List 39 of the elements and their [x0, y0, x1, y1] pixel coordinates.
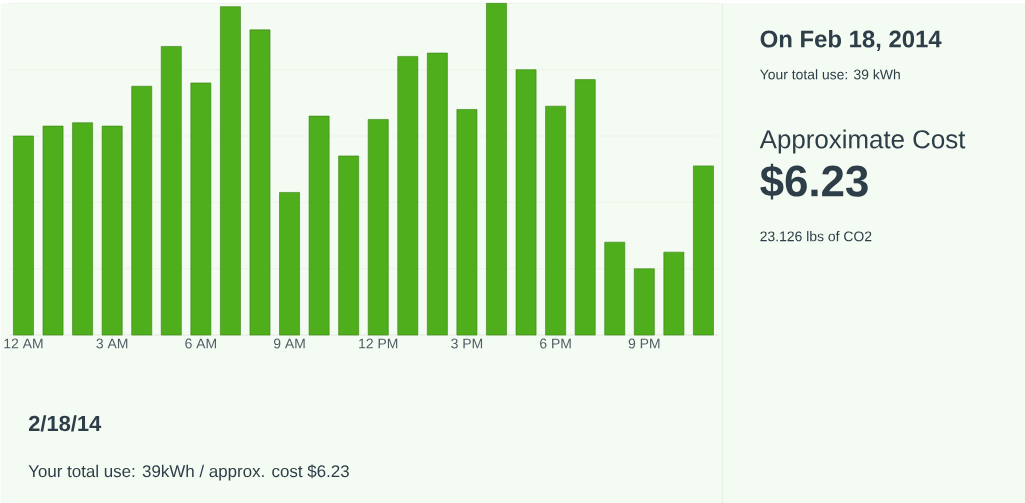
x-tick-label: 9 PM — [628, 338, 660, 349]
bar — [486, 2, 507, 336]
bar — [574, 79, 596, 336]
bar — [13, 135, 34, 336]
bar — [190, 82, 212, 336]
x-tick-label: 6 AM — [185, 338, 216, 349]
bar — [693, 165, 714, 336]
x-tick-label: 3 AM — [96, 338, 128, 349]
bar — [427, 52, 448, 336]
bar — [101, 125, 123, 336]
bar — [367, 118, 389, 336]
bar — [456, 108, 478, 336]
bar — [249, 29, 271, 336]
x-tick-label: 12 PM — [359, 338, 398, 349]
bar — [633, 268, 655, 336]
bar — [663, 251, 685, 336]
text: $6.23 — [760, 163, 868, 200]
x-tick-label: 12 AM — [4, 338, 43, 349]
bar — [42, 125, 64, 336]
bar — [545, 105, 566, 336]
bar — [515, 69, 537, 336]
bar — [279, 191, 300, 336]
bar — [131, 85, 153, 336]
x-tick-label: 9 AM — [273, 338, 305, 349]
bar — [338, 155, 360, 336]
bar — [604, 241, 626, 336]
text: 23.126 lbs of CO2 — [760, 230, 872, 242]
bar — [308, 115, 330, 336]
text: Your total use: 39 kWh — [760, 68, 900, 80]
bar — [160, 45, 182, 336]
bar — [72, 122, 93, 336]
bar — [397, 55, 419, 336]
text: 2/18/14 — [28, 414, 102, 432]
text: Approximate Cost — [759, 129, 966, 154]
text: On Feb 18, 2014 — [760, 29, 942, 51]
bar — [220, 6, 241, 336]
x-tick-label: 6 PM — [540, 338, 571, 349]
text: Your total use: 39kWh / approx. cost $6.23 — [28, 464, 349, 481]
x-tick-label: 3 PM — [451, 338, 483, 349]
